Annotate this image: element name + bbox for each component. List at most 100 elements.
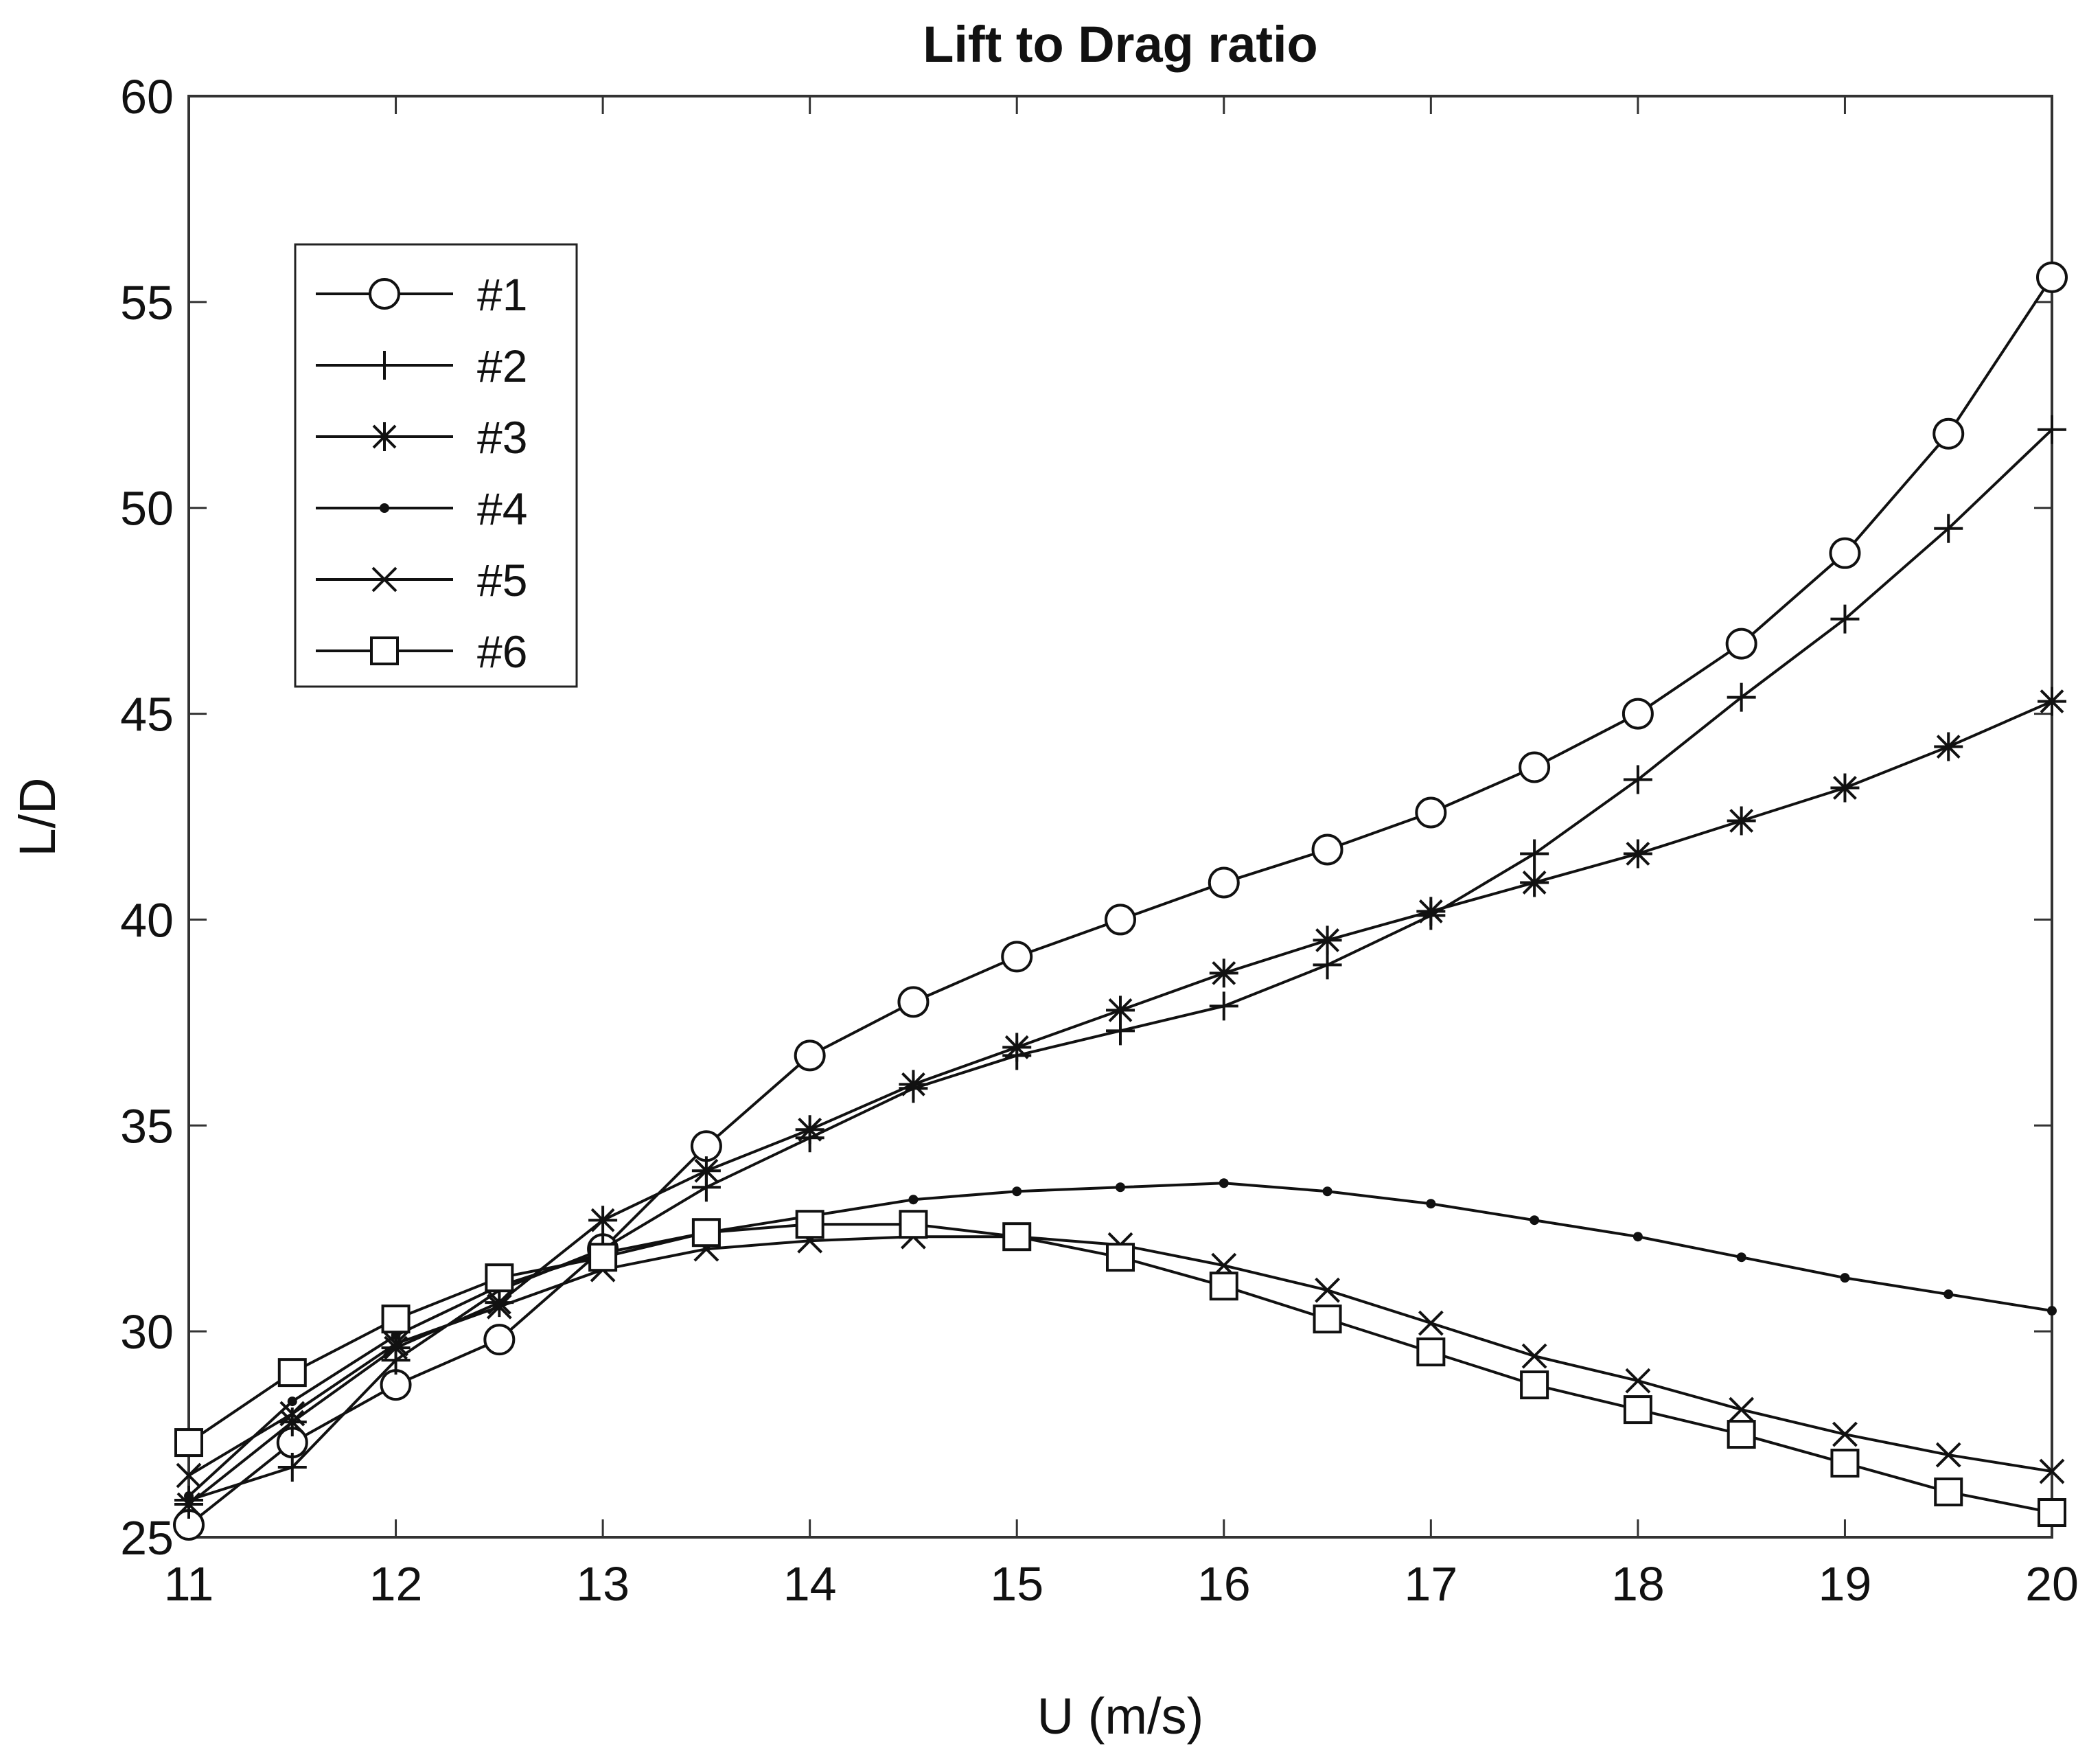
legend-marker	[371, 566, 397, 593]
data-point	[1209, 1272, 1238, 1301]
data-point	[486, 1294, 512, 1320]
x-tick-label: 17	[1404, 1557, 1457, 1611]
data-point	[1935, 1442, 1961, 1468]
data-point	[1106, 996, 1135, 1025]
data-point	[1830, 773, 1860, 803]
y-tick-label: 40	[120, 893, 174, 947]
data-point	[691, 1156, 721, 1186]
data-point	[1736, 1252, 1746, 1263]
data-point	[1934, 514, 1963, 543]
data-point	[1106, 1243, 1135, 1272]
y-tick-label: 30	[120, 1305, 174, 1359]
legend-item[interactable]: #4	[316, 483, 527, 534]
data-point	[1105, 904, 1136, 936]
legend-marker	[370, 422, 399, 451]
data-point	[1520, 868, 1549, 897]
data-point	[1623, 765, 1652, 794]
data-point	[1519, 751, 1551, 783]
legend-item[interactable]: #3	[316, 412, 527, 463]
legend-item[interactable]: #5	[316, 555, 527, 606]
data-point	[1830, 1449, 1860, 1478]
data-point	[277, 1453, 307, 1482]
legend-label: #4	[477, 483, 527, 534]
data-point	[1416, 897, 1446, 926]
data-point	[1002, 1033, 1032, 1062]
data-point	[1727, 806, 1756, 836]
data-point	[1520, 839, 1549, 869]
x-tick-label: 16	[1197, 1557, 1251, 1611]
data-point	[1001, 941, 1033, 973]
data-point	[1829, 537, 1861, 569]
x-tick-label: 18	[1611, 1557, 1665, 1611]
data-point	[2038, 687, 2066, 716]
data-point	[588, 1206, 618, 1235]
legend-item[interactable]: #6	[316, 626, 527, 677]
legend-label: #6	[477, 626, 527, 677]
legend-marker	[380, 503, 389, 513]
data-point	[1932, 417, 1965, 450]
y-tick-label: 35	[120, 1099, 174, 1153]
x-tick-label: 12	[369, 1557, 423, 1611]
data-point	[483, 1324, 516, 1356]
data-point	[279, 1401, 305, 1427]
legend-label: #5	[477, 555, 527, 606]
data-point	[899, 1210, 928, 1239]
series-layer	[173, 261, 2068, 1541]
y-axis-title: L/D	[9, 777, 66, 856]
data-point	[1002, 1222, 1032, 1252]
legend[interactable]: #1 #2 #3 #4 #5 #6	[294, 243, 578, 688]
data-point	[1311, 833, 1343, 866]
legend-item[interactable]: #1	[316, 269, 527, 320]
data-point	[1219, 1178, 1229, 1188]
data-point	[899, 1070, 928, 1099]
data-point	[2036, 261, 2068, 293]
data-point	[1012, 1186, 1022, 1197]
data-point	[277, 1358, 307, 1388]
data-point	[176, 1462, 202, 1488]
data-point	[1832, 1421, 1858, 1447]
data-point	[1322, 1186, 1332, 1197]
data-point	[1416, 1337, 1446, 1367]
data-point	[588, 1243, 618, 1272]
data-point	[1426, 1199, 1436, 1209]
y-tick-label: 60	[120, 70, 174, 124]
data-point	[1943, 1289, 1954, 1300]
series-6	[174, 1210, 2066, 1528]
data-point	[174, 1428, 203, 1458]
x-tick-label: 15	[990, 1557, 1043, 1611]
data-point	[794, 1039, 826, 1072]
x-tick-label: 11	[164, 1557, 214, 1611]
data-point	[383, 1331, 408, 1357]
data-point	[1208, 866, 1240, 899]
legend-marker	[370, 636, 399, 665]
x-tick-label: 13	[576, 1557, 630, 1611]
data-point	[1520, 1370, 1549, 1400]
data-point	[1934, 1478, 1963, 1507]
data-point	[2039, 1458, 2065, 1484]
series-1	[173, 261, 2068, 1541]
y-tick-label: 50	[120, 482, 174, 536]
x-axis-title: U (m/s)	[1037, 1688, 1204, 1745]
data-point	[1840, 1273, 1850, 1283]
data-point	[2038, 415, 2066, 444]
data-point	[1313, 1304, 1342, 1334]
data-point	[184, 1491, 194, 1502]
data-point	[1313, 926, 1342, 955]
data-point	[1521, 1343, 1547, 1369]
chart-title: Lift to Drag ratio	[923, 16, 1318, 73]
series-3	[174, 687, 2066, 1519]
data-point	[174, 1490, 203, 1519]
data-point	[1622, 698, 1654, 730]
data-point	[2047, 1306, 2057, 1316]
y-axis: 25 30 35 40 45 50 55 60	[120, 70, 2052, 1565]
data-point	[1632, 1232, 1643, 1242]
data-point	[1727, 1420, 1756, 1449]
data-point	[1415, 796, 1447, 829]
x-axis: 11 12 13 14 15 16 17 18 19 20	[164, 96, 2079, 1611]
legend-item[interactable]: #2	[316, 341, 527, 391]
legend-label: #3	[477, 412, 527, 463]
data-point	[690, 1130, 722, 1162]
data-point	[795, 1210, 824, 1239]
data-point	[1625, 1368, 1651, 1394]
data-point	[1623, 1395, 1652, 1425]
